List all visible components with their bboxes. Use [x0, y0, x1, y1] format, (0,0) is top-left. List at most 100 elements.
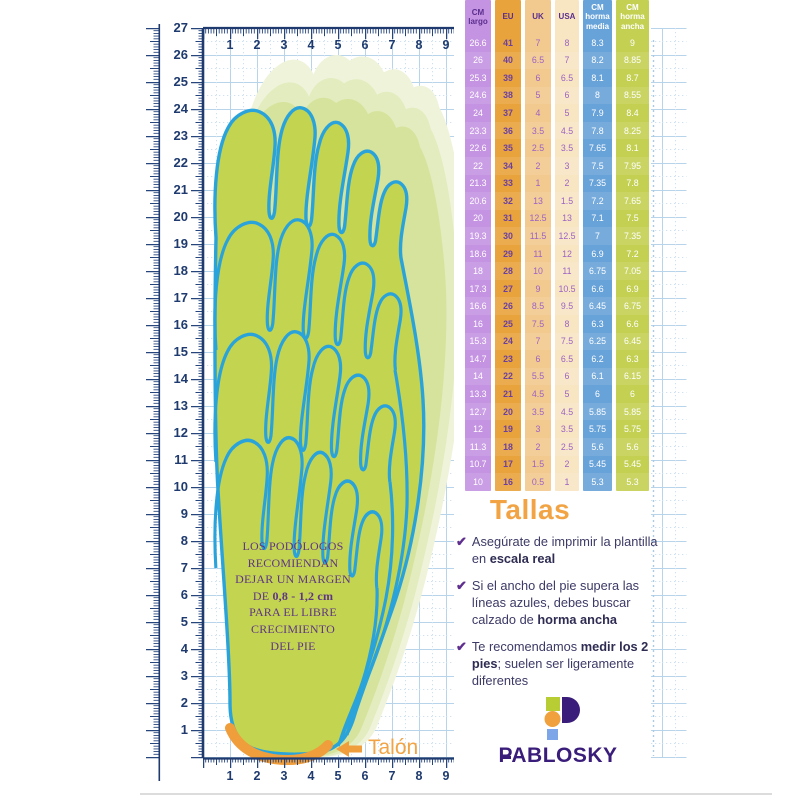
- size-cell: 5.45: [623, 459, 642, 470]
- size-cell: 8: [583, 86, 612, 105]
- size-cell: 6.5: [525, 51, 551, 70]
- size-cell: 6: [555, 367, 579, 386]
- size-cell: 12.7: [465, 402, 491, 421]
- size-cell: 5.45: [588, 459, 607, 470]
- size-cell: 38: [495, 86, 521, 105]
- tip-item: ✔ Te recomendamos medir los 2 pies; suele…: [456, 638, 660, 689]
- size-cell: 12.5: [555, 227, 579, 245]
- size-cell: 17: [503, 459, 513, 470]
- size-cell: 10.5: [558, 283, 576, 294]
- size-cell: 39: [503, 72, 513, 83]
- heel-arrow-icon: [336, 741, 362, 757]
- size-cell: 25.3: [469, 72, 487, 83]
- ruler-number: 2: [253, 769, 261, 783]
- size-cell: 8.25: [616, 121, 649, 140]
- ruler-number: 7: [180, 560, 188, 575]
- column-header: USA: [558, 12, 576, 22]
- size-cell: 4: [535, 108, 541, 119]
- ruler-number: 16: [173, 317, 188, 332]
- size-cell: 8: [564, 37, 570, 48]
- pablosky-logo-icon: [544, 697, 580, 740]
- size-cell: 2: [564, 459, 570, 470]
- size-cell: 13: [562, 213, 572, 224]
- size-cell: 6: [535, 353, 541, 364]
- note-line: DEL PIE: [270, 638, 316, 653]
- far-left-ruler-ticks: [146, 28, 159, 759]
- vertical-ruler-ticks: [191, 28, 203, 759]
- size-cell: 23.3: [465, 121, 491, 140]
- size-cell: 5.75: [623, 424, 642, 435]
- ruler-number: 5: [180, 614, 188, 629]
- size-cell: 5.6: [616, 437, 649, 456]
- note-line: RECOMIENDAN: [247, 555, 339, 570]
- column-header: CM horma media: [585, 3, 610, 31]
- size-cell: 7.5: [531, 318, 545, 329]
- size-cell: 2.5: [555, 437, 579, 456]
- size-cell: 0.5: [525, 473, 551, 491]
- logo-blue-square: [547, 729, 558, 740]
- size-cell: 18: [465, 262, 491, 280]
- size-cell: 17.3: [469, 283, 487, 294]
- size-cell: 12: [562, 248, 572, 259]
- size-cell: 5.85: [583, 402, 612, 421]
- size-cell: 6.75: [616, 297, 649, 315]
- ruler-number: 4: [180, 641, 188, 656]
- size-cell: 5.75: [588, 424, 607, 435]
- size-cell: 22: [465, 156, 491, 175]
- size-cell: 8.85: [616, 51, 649, 70]
- size-cell: 18.6: [469, 248, 487, 259]
- ruler-number: 9: [442, 38, 450, 52]
- size-table-column: USA 8 7 6.5 6 5 4.5 3.5 3 2 1.5 13 12.5 12 11 10.5 9.5 8 7…: [555, 0, 579, 491]
- size-cell: 6.45: [583, 297, 612, 315]
- size-cell: 2: [564, 178, 570, 189]
- size-cell: 24: [473, 108, 483, 119]
- ruler-number: 10: [173, 479, 188, 494]
- size-cell: 4.5: [555, 121, 579, 140]
- size-cell: 14.7: [469, 353, 487, 364]
- ruler-number: 6: [361, 769, 369, 783]
- ruler-number: 8: [180, 533, 188, 548]
- ruler-number: 11: [174, 452, 188, 467]
- size-cell: 40: [495, 51, 521, 70]
- size-cell: 7.95: [616, 156, 649, 175]
- size-table-column: EU 41 40 39 38 37 36 35 34 33 32 31 30 29 28 27 26 25 24 23…: [495, 0, 521, 491]
- ruler-number: 6: [361, 38, 369, 52]
- ruler-number: 3: [280, 38, 288, 52]
- size-cell: 6: [595, 389, 600, 400]
- size-cell: 7.8: [583, 121, 612, 140]
- size-cell: 6.5: [560, 72, 574, 83]
- size-cell: 8.1: [591, 72, 604, 83]
- logo-purple-bowl: [562, 697, 580, 723]
- size-cell: 7.65: [588, 143, 607, 154]
- size-cell: 3.5: [560, 424, 574, 435]
- size-cell: 6.5: [560, 353, 574, 364]
- size-cell: 29: [503, 248, 513, 259]
- size-cell: 8.7: [626, 72, 639, 83]
- ruler-number: 17: [173, 290, 188, 305]
- size-cell: 13: [525, 192, 551, 210]
- podologist-note: LOS PODÓLOGOS RECOMIENDAN DEJAR UN MARGE…: [213, 538, 373, 654]
- size-cell: 16: [495, 473, 521, 491]
- ruler-number: 9: [180, 506, 188, 521]
- size-cell: 12.5: [529, 213, 547, 224]
- ruler-number: 7: [388, 769, 396, 783]
- size-cell: 6.9: [591, 248, 604, 259]
- ruler-number: 5: [334, 38, 342, 52]
- size-cell: 21.3: [469, 178, 487, 189]
- ruler-number: 20: [173, 209, 188, 224]
- size-cell: 22: [495, 367, 521, 386]
- size-cell: 13.3: [469, 389, 487, 400]
- ruler-number: 25: [173, 74, 188, 89]
- size-cell: 5.5: [525, 367, 551, 386]
- size-cell: 18: [495, 437, 521, 456]
- note-line: LOS PODÓLOGOS: [242, 539, 344, 553]
- size-cell: 21: [503, 389, 513, 400]
- size-cell: 7.65: [616, 192, 649, 210]
- ruler-number: 5: [334, 769, 342, 783]
- size-cell: 2.5: [531, 143, 545, 154]
- ruler-number: 22: [173, 155, 188, 170]
- ruler-number: 19: [173, 236, 188, 251]
- size-cell: 11.3: [465, 437, 491, 456]
- size-cell: 32: [495, 192, 521, 210]
